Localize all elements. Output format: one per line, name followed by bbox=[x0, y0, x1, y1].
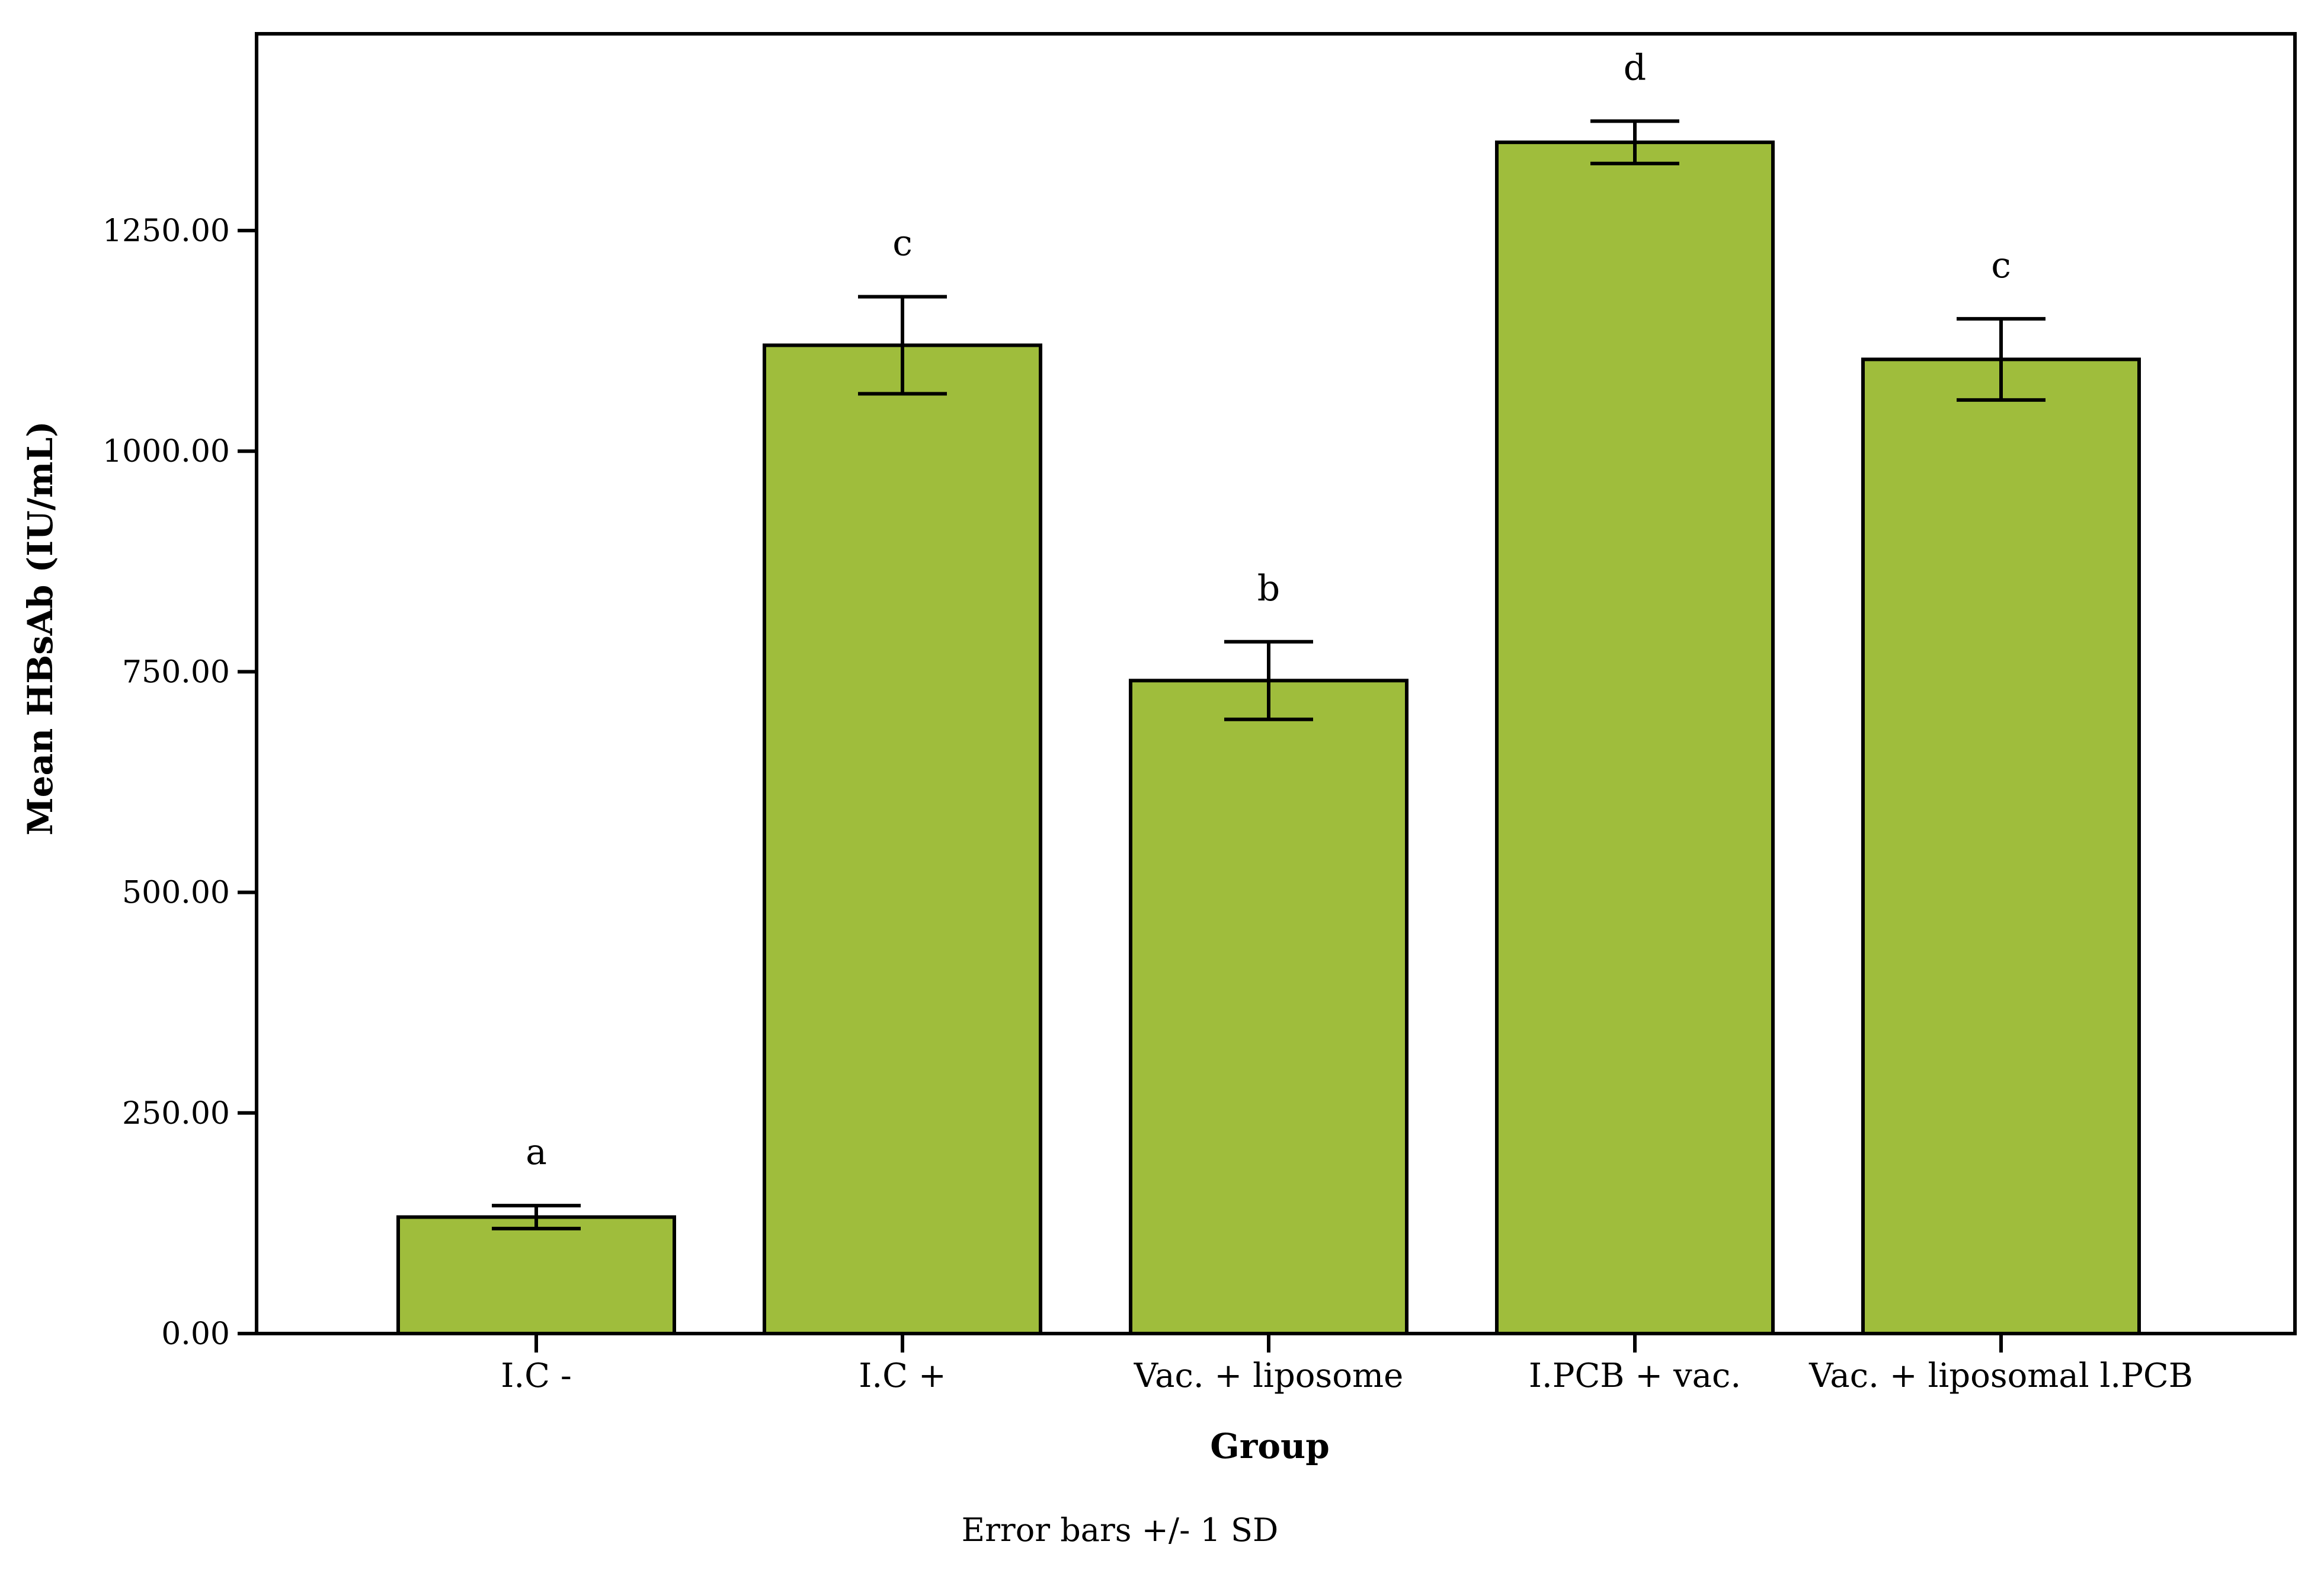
y-tick-label: 1250.00 bbox=[103, 213, 230, 249]
significance-letter: d bbox=[1624, 47, 1646, 88]
y-tick-label: 500.00 bbox=[122, 875, 230, 911]
bar bbox=[396, 1215, 676, 1336]
bar bbox=[1495, 140, 1775, 1335]
y-tick-label: 750.00 bbox=[122, 654, 230, 690]
y-axis-title: Mean HBsAb (IU/mL) bbox=[20, 421, 60, 835]
y-tick-label: 1000.00 bbox=[103, 434, 230, 469]
significance-letter: c bbox=[892, 223, 913, 264]
x-tick-label: Vac. + liposome bbox=[1134, 1357, 1403, 1395]
x-tick-label: I.PCB + vac. bbox=[1529, 1357, 1741, 1395]
bar bbox=[763, 343, 1042, 1336]
bars-layer: a c b d c bbox=[396, 47, 2141, 1336]
y-tick-label: 0.00 bbox=[161, 1316, 230, 1352]
significance-letter: c bbox=[1991, 245, 2011, 286]
x-axis-title: Group bbox=[1210, 1426, 1330, 1466]
y-axis: 0.00 250.00 500.00 750.00 1000.00 1250.00 bbox=[103, 213, 257, 1352]
x-tick-label: I.C - bbox=[501, 1357, 572, 1395]
x-tick-label: Vac. + liposomal l.PCB bbox=[1808, 1357, 2193, 1395]
bar bbox=[1861, 357, 2141, 1336]
significance-letter: b bbox=[1257, 568, 1280, 609]
significance-letter: a bbox=[526, 1131, 547, 1173]
x-axis: I.C - I.C + Vac. + liposome I.PCB + vac. Vac… bbox=[501, 1334, 2193, 1395]
bar bbox=[1129, 679, 1409, 1335]
error-bar-footnote: Error bars +/- 1 SD bbox=[962, 1511, 1279, 1549]
y-tick-label: 250.00 bbox=[122, 1096, 230, 1131]
x-tick-label: I.C + bbox=[859, 1357, 946, 1395]
